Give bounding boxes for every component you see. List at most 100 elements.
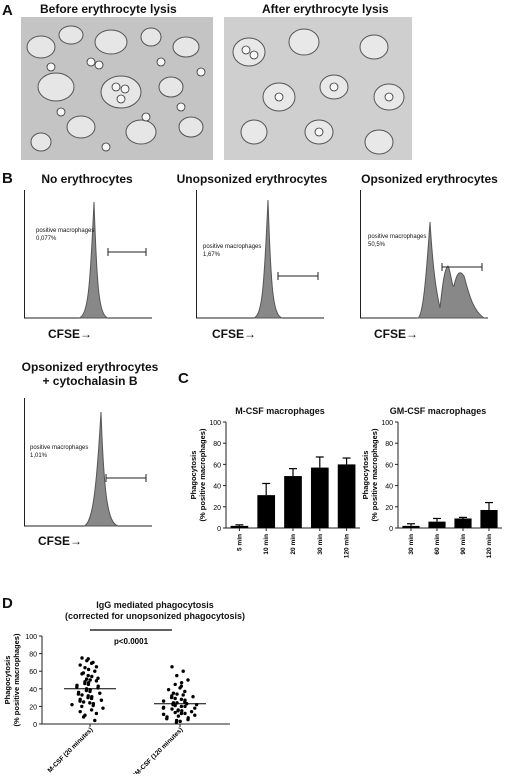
y-axis-label: (% positive macrophages) [12,633,21,726]
x-tick-label: 30 min [317,534,324,555]
data-point [179,711,184,716]
hist-title-no-erythrocytes: No erythrocytes [41,172,133,186]
data-point [173,682,177,687]
data-point [179,697,184,702]
x-tick-label: 120 min [486,534,493,558]
data-point [89,708,94,712]
bar [480,509,498,528]
data-point [88,689,92,694]
y-axis-label: (% positive macrophages) [370,428,379,521]
data-point [191,695,195,699]
y-tick-label: 60 [385,462,393,469]
gate-label-cytochalasin: positive macrophages 1,01% [30,445,89,459]
data-point [175,692,179,696]
x-tick-label: 10 min [263,534,270,555]
x-tick-label: GM-CSF (120 minutes) [130,726,184,774]
y-tick-label: 0 [389,526,393,533]
data-point [70,702,74,707]
y-tick-label: 100 [25,634,37,641]
x-tick-label: 20 min [290,534,297,555]
histogram-cytochalasin [24,398,152,527]
y-tick-label: 0 [217,526,221,533]
y-tick-label: 100 [381,420,393,427]
data-point [76,692,81,696]
y-tick-label: 60 [29,669,37,676]
panel-d-title: IgG mediated phagocytosis (corrected for … [64,600,246,621]
panel-d-letter: D [2,595,13,612]
data-point [173,710,177,715]
x-tick-label: 90 min [460,534,467,555]
y-tick-label: 40 [385,484,393,491]
data-point [88,701,92,705]
chart-igg-scatter: Phagocytosis (% positive macrophages) 0 20 4… [3,629,230,774]
data-point [93,718,97,723]
panel-c-letter: C [178,370,189,387]
data-point [86,682,91,687]
data-point [96,676,100,680]
y-tick-label: 0 [33,722,37,729]
data-point [193,713,197,717]
y-tick-label: 20 [213,505,221,512]
panel-a-letter: A [2,2,13,19]
x-tick-label: M-CSF (20 minutes) [47,726,95,774]
data-point [189,709,194,714]
y-tick-label: 20 [29,704,37,711]
data-point [94,679,99,683]
data-point [89,696,94,701]
micrograph-after-lysis [224,17,412,160]
data-point [91,703,95,708]
data-point [186,717,190,722]
data-point [84,677,89,681]
data-point [176,714,181,718]
data-point [80,672,84,676]
data-point [186,678,190,682]
data-point [94,665,99,669]
histogram-no-erythrocytes [24,190,152,319]
bar [337,464,356,528]
bar [257,495,276,528]
data-point [86,695,90,700]
data-point [81,700,86,704]
data-point [183,711,187,716]
xlabel-cfse-1: CFSE→ [48,327,93,341]
bar [310,467,329,528]
y-tick-label: 100 [209,420,221,427]
y-tick-label: 80 [29,652,37,659]
data-point [181,669,185,673]
data-point [178,686,182,690]
hist-title-cytochalasin: Opsonized erythrocytes + cytochalasin B [21,360,159,388]
xlabel-cfse-3: CFSE→ [374,327,419,341]
data-point [170,707,174,711]
data-point [83,665,87,670]
data-point [174,720,179,724]
panel-a-title-after: After erythrocyte lysis [262,2,389,16]
data-point [75,685,79,689]
data-point [165,717,169,721]
data-point [89,661,94,665]
data-point [170,665,174,669]
chart-mcsf: Phagocytosis (% positive macrophages) 0 20 4… [189,420,360,558]
data-point [80,704,84,709]
data-point [183,689,187,694]
y-tick-label: 60 [213,462,221,469]
data-point [176,709,180,713]
data-point [180,709,184,713]
data-point [179,680,184,685]
x-tick-label: 120 min [344,534,351,558]
data-point [181,693,185,697]
data-point [173,703,177,708]
data-point [78,709,82,714]
data-point [178,719,182,724]
panel-a-title-before: Before erythrocyte lysis [40,2,177,16]
data-point [166,687,171,692]
histogram-opsonized [360,190,488,319]
data-point [98,691,102,695]
hist-title-opsonized: Opsonized erythrocytes [361,172,498,186]
data-point [90,674,94,679]
hist-title-unopsonized: Unopsonized erythrocytes [176,172,328,186]
data-point [179,704,184,709]
x-tick-label: 30 min [408,534,415,555]
data-point [86,673,90,678]
data-point [193,706,197,710]
x-tick-label: 5 min [236,534,243,551]
